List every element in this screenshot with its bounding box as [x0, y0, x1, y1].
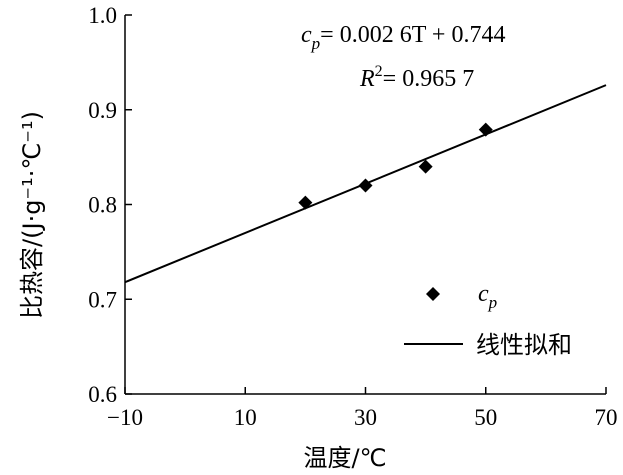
y-tick-label: 0.8 [88, 193, 117, 218]
y-tick-label: 1.0 [88, 3, 117, 28]
data-point [418, 159, 433, 174]
x-ticks: −10 10 30 50 70 [107, 387, 618, 430]
y-tick-label: 0.7 [88, 287, 117, 312]
y-axis-title: 比热容/(J·g⁻¹·℃⁻¹) [18, 111, 46, 319]
x-axis-title: 温度/℃ [303, 444, 386, 472]
legend-line-label: 线性拟和 [476, 331, 572, 359]
x-tick-label: 70 [595, 405, 618, 430]
legend: cp 线性拟和 [404, 281, 572, 359]
x-tick-label: −10 [107, 405, 143, 430]
y-tick-label: 0.6 [88, 382, 117, 407]
y-ticks: 0.6 0.7 0.8 0.9 1.0 [88, 3, 132, 407]
x-tick-label: 50 [474, 405, 497, 430]
equation-annotation: cp= 0.002 6T + 0.744 [301, 22, 505, 53]
y-tick-label: 0.9 [88, 98, 117, 123]
r-squared-annotation: R2= 0.965 7 [359, 63, 474, 92]
data-point [478, 122, 493, 137]
x-tick-label: 10 [234, 405, 257, 430]
data-point [298, 195, 313, 210]
data-points [298, 122, 493, 210]
x-tick-label: 30 [354, 405, 377, 430]
legend-scatter-marker [426, 287, 440, 301]
data-point [358, 178, 373, 193]
legend-scatter-label: cp [478, 281, 497, 312]
